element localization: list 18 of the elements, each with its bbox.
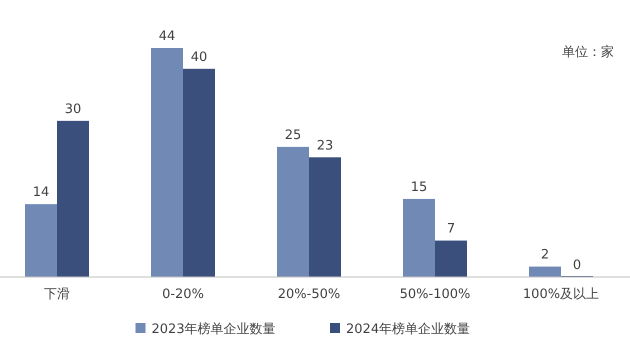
legend-label: 2023年榜单企业数量: [152, 322, 276, 337]
data-label: 40: [190, 50, 208, 65]
data-label: 30: [64, 102, 82, 117]
x-tick-label: 0-20%: [162, 287, 204, 302]
data-label: 15: [410, 180, 428, 195]
legend-label: 2024年榜单企业数量: [346, 322, 470, 337]
data-label: 44: [158, 29, 176, 44]
data-label: 0: [572, 258, 582, 273]
x-tick-label: 100%及以上: [522, 287, 600, 302]
annotation: 单位：家: [562, 44, 614, 60]
data-label: 23: [316, 138, 334, 154]
data-label: 14: [32, 185, 50, 200]
data-label: 25: [284, 128, 302, 143]
data-label: 7: [446, 222, 456, 237]
x-tick-label: 50%-100%: [400, 287, 470, 302]
x-tick-label: 20%-50%: [278, 287, 340, 302]
data-label: 2: [540, 248, 550, 263]
x-tick-label: 下滑: [44, 287, 70, 302]
